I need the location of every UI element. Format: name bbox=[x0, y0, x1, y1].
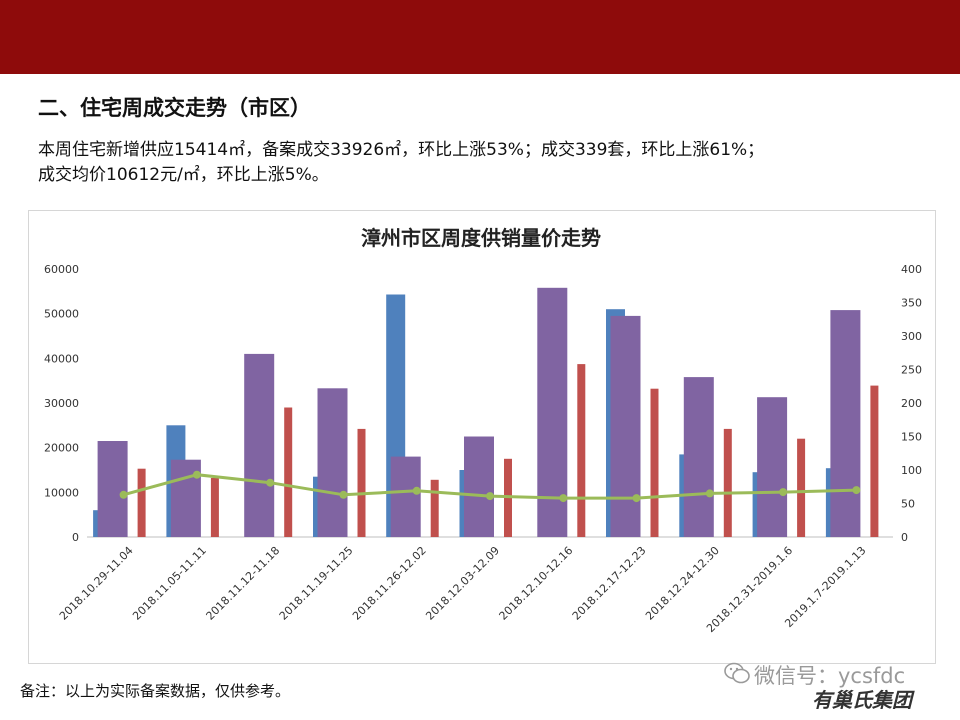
y-left-tick-label: 0 bbox=[72, 531, 79, 544]
x-tick-label: 2018.11.05-11.11 bbox=[130, 544, 209, 623]
top-banner bbox=[0, 0, 960, 74]
bar-series-2-0 bbox=[97, 441, 128, 537]
x-tick-label: 2018.11.19-11.25 bbox=[277, 544, 356, 623]
summary-text: 本周住宅新增供应15414㎡，备案成交33926㎡，环比上涨53%；成交339套… bbox=[38, 138, 938, 188]
y-left-tick-label: 40000 bbox=[44, 352, 79, 365]
line-point-1 bbox=[192, 470, 201, 479]
bar-series-2-4 bbox=[390, 456, 421, 537]
y-right-tick-label: 0 bbox=[901, 531, 908, 544]
y-left-tick-label: 30000 bbox=[44, 397, 79, 410]
y-right-tick-label: 350 bbox=[901, 297, 922, 310]
x-tick-label: 2018.11.12-11.18 bbox=[204, 544, 283, 623]
x-tick-label: 2019.1.7-2019.1.13 bbox=[782, 544, 868, 630]
bar-series-2-3 bbox=[317, 388, 348, 537]
weekly-supply-sales-chart: 漳州市区周度供销量价走势 0 10000 20000 30000 40000 50000 6… bbox=[44, 226, 922, 635]
line-point-0 bbox=[119, 490, 128, 499]
line-point-8 bbox=[705, 489, 714, 498]
bar-series-3-9 bbox=[797, 438, 806, 537]
bar-series-3-8 bbox=[723, 428, 732, 537]
y-right-tick-label: 300 bbox=[901, 330, 922, 343]
wechat-icon bbox=[724, 662, 750, 684]
brand-logo: 有巢氏集团 bbox=[812, 688, 912, 712]
line-point-10 bbox=[852, 486, 861, 495]
x-tick-label: 2018.10.29-11.04 bbox=[57, 544, 136, 623]
x-tick-label: 2018.12.10-12.16 bbox=[497, 544, 576, 623]
bar-series-3-1 bbox=[210, 478, 219, 537]
y-left-tick-label: 10000 bbox=[44, 486, 79, 499]
x-tick-label: 2018.12.03-12.09 bbox=[423, 544, 502, 623]
line-point-2 bbox=[266, 478, 275, 487]
bar-series-3-10 bbox=[870, 385, 879, 537]
line-point-6 bbox=[559, 494, 568, 503]
bar-series-2-7 bbox=[610, 315, 641, 537]
section-title: 二、住宅周成交走势（市区） bbox=[38, 96, 311, 120]
bar-series-3-6 bbox=[577, 364, 586, 537]
chart-line bbox=[119, 470, 861, 503]
line-point-5 bbox=[486, 492, 494, 501]
summary-line-2: 成交均价10612元/㎡，环比上涨5%。 bbox=[38, 165, 329, 185]
y-right-tick-label: 400 bbox=[901, 263, 922, 276]
y-left-tick-label: 20000 bbox=[44, 442, 79, 455]
x-tick-label: 2018.12.17-12.23 bbox=[570, 544, 649, 623]
line-point-7 bbox=[632, 494, 641, 503]
bar-series-3-3 bbox=[357, 428, 366, 537]
bar-series-3-2 bbox=[284, 407, 293, 537]
y-left-tick-label: 60000 bbox=[44, 263, 79, 276]
y-right-tick-label: 250 bbox=[901, 364, 922, 377]
bar-series-2-9 bbox=[757, 397, 788, 537]
bar-series-2-2 bbox=[244, 353, 275, 537]
wechat-id: 微信号：ycsfdc bbox=[754, 664, 906, 688]
footnote: 备注：以上为实际备案数据，仅供参考。 bbox=[20, 682, 291, 700]
chart-bars bbox=[93, 287, 879, 537]
bar-series-2-10 bbox=[830, 310, 861, 537]
bar-series-2-5 bbox=[464, 436, 494, 537]
chart-panel: 漳州市区周度供销量价走势 0 10000 20000 30000 40000 50000 6… bbox=[28, 210, 936, 664]
line-point-4 bbox=[412, 486, 421, 495]
line-point-9 bbox=[779, 488, 788, 497]
summary-line-1: 本周住宅新增供应15414㎡，备案成交33926㎡，环比上涨53%；成交339套… bbox=[38, 140, 765, 160]
y-right-tick-label: 50 bbox=[901, 498, 915, 511]
x-tick-label: 2018.11.26-12.02 bbox=[350, 544, 429, 623]
bar-series-2-8 bbox=[683, 377, 714, 537]
y-right-tick-label: 150 bbox=[901, 431, 922, 444]
bar-series-3-4 bbox=[430, 479, 439, 537]
bar-series-3-7 bbox=[650, 388, 659, 537]
y-right-tick-label: 200 bbox=[901, 397, 922, 410]
line-point-3 bbox=[339, 490, 348, 499]
bar-series-3-0 bbox=[137, 468, 146, 537]
x-axis-labels: 2018.10.29-11.042018.11.05-11.112018.11.… bbox=[57, 544, 869, 635]
y-right-tick-label: 100 bbox=[901, 464, 922, 477]
chart-axes: 0 10000 20000 30000 40000 50000 60000 0 50 100 150… bbox=[44, 263, 922, 544]
chart-title: 漳州市区周度供销量价走势 bbox=[361, 226, 601, 250]
x-tick-label: 2018.12.24-12.30 bbox=[643, 544, 722, 623]
y-left-tick-label: 50000 bbox=[44, 308, 79, 321]
